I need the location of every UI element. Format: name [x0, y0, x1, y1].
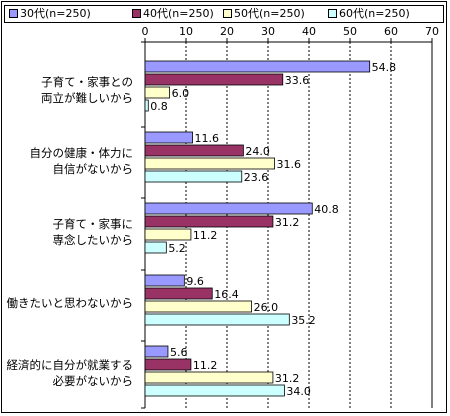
value-label-c4-s0: 5.6 — [170, 346, 188, 359]
bar-c1-s2 — [144, 157, 275, 170]
value-label-c1-s0: 11.6 — [195, 132, 220, 145]
bar-c4-s1 — [144, 358, 192, 371]
value-label-c0-s3: 0.8 — [150, 100, 168, 113]
value-label-c4-s3: 34.0 — [286, 385, 311, 398]
value-label-c4-s1: 11.2 — [193, 359, 218, 372]
x-tick-label-70: 70 — [425, 25, 439, 38]
legend-swatch-60s — [328, 9, 337, 18]
bar-c3-s2 — [144, 300, 252, 313]
value-label-c2-s3: 5.2 — [168, 242, 186, 255]
legend-label-40s: 40代(n=250) — [143, 7, 214, 20]
value-label-c3-s2: 26.0 — [254, 301, 279, 314]
value-label-c3-s0: 9.6 — [186, 275, 204, 288]
legend-label-60s: 60代(n=250) — [339, 7, 410, 20]
bar-c3-s1 — [144, 287, 213, 300]
x-tick-label-10: 10 — [179, 25, 193, 38]
value-label-c3-s1: 16.4 — [214, 288, 239, 301]
x-tick-label-0: 0 — [142, 25, 149, 38]
x-tick-label-40: 40 — [302, 25, 316, 38]
category-label-2: 子育て・家事に 専念したいから — [52, 217, 134, 247]
bar-c4-s2 — [144, 371, 274, 384]
legend-swatch-50s — [223, 9, 232, 18]
value-label-c2-s1: 31.2 — [275, 216, 300, 229]
value-label-c1-s3: 23.6 — [244, 171, 269, 184]
value-label-c0-s1: 33.6 — [285, 74, 310, 87]
bar-c0-s3 — [144, 99, 149, 112]
bar-c4-s0 — [144, 345, 169, 358]
bar-c2-s0 — [144, 202, 313, 215]
legend-swatch-40s — [132, 9, 141, 18]
value-label-c0-s0: 54.8 — [372, 61, 397, 74]
legend-item-30s: 30代(n=250) — [9, 8, 91, 20]
bar-c2-s2 — [144, 228, 192, 241]
category-label-4: 経済的に自分が就業する 必要がないから — [6, 358, 134, 388]
bar-c0-s0 — [144, 60, 371, 73]
x-tick-label-50: 50 — [343, 25, 357, 38]
category-label-1: 自分の健康・体力に 自信がないから — [29, 146, 134, 176]
legend-label-30s: 30代(n=250) — [20, 7, 91, 20]
category-label-3: 働きたいと思わないから — [6, 296, 134, 310]
bar-c2-s3 — [144, 241, 167, 254]
bar-c0-s1 — [144, 73, 284, 86]
legend-swatch-30s — [9, 9, 18, 18]
value-label-c4-s2: 31.2 — [275, 372, 300, 385]
value-label-c2-s0: 40.8 — [314, 203, 339, 216]
legend-item-60s: 60代(n=250) — [328, 8, 410, 20]
legend-item-50s: 50代(n=250) — [223, 8, 305, 20]
value-label-c0-s2: 6.0 — [172, 87, 190, 100]
x-tick-label-30: 30 — [261, 25, 275, 38]
x-tick-label-60: 60 — [384, 25, 398, 38]
legend-label-50s: 50代(n=250) — [234, 7, 305, 20]
category-label-0: 子育て・家事との 両立が難しいから — [41, 75, 133, 105]
bar-c1-s3 — [144, 170, 243, 183]
bar-c3-s3 — [144, 313, 290, 326]
x-tick-label-20: 20 — [220, 25, 234, 38]
legend: 30代(n=250) 40代(n=250) 50代(n=250) 60代(n=2… — [4, 5, 444, 23]
bar-c4-s3 — [144, 384, 285, 397]
value-label-c1-s1: 24.0 — [245, 145, 270, 158]
bar-c3-s0 — [144, 274, 185, 287]
bar-c1-s1 — [144, 144, 244, 157]
legend-item-40s: 40代(n=250) — [132, 8, 214, 20]
value-label-c3-s3: 35.2 — [291, 314, 316, 327]
value-label-c2-s2: 11.2 — [193, 229, 218, 242]
bar-c0-s2 — [144, 86, 171, 99]
bar-c2-s1 — [144, 215, 274, 228]
value-label-c1-s2: 31.6 — [277, 158, 302, 171]
bar-c1-s0 — [144, 131, 193, 144]
